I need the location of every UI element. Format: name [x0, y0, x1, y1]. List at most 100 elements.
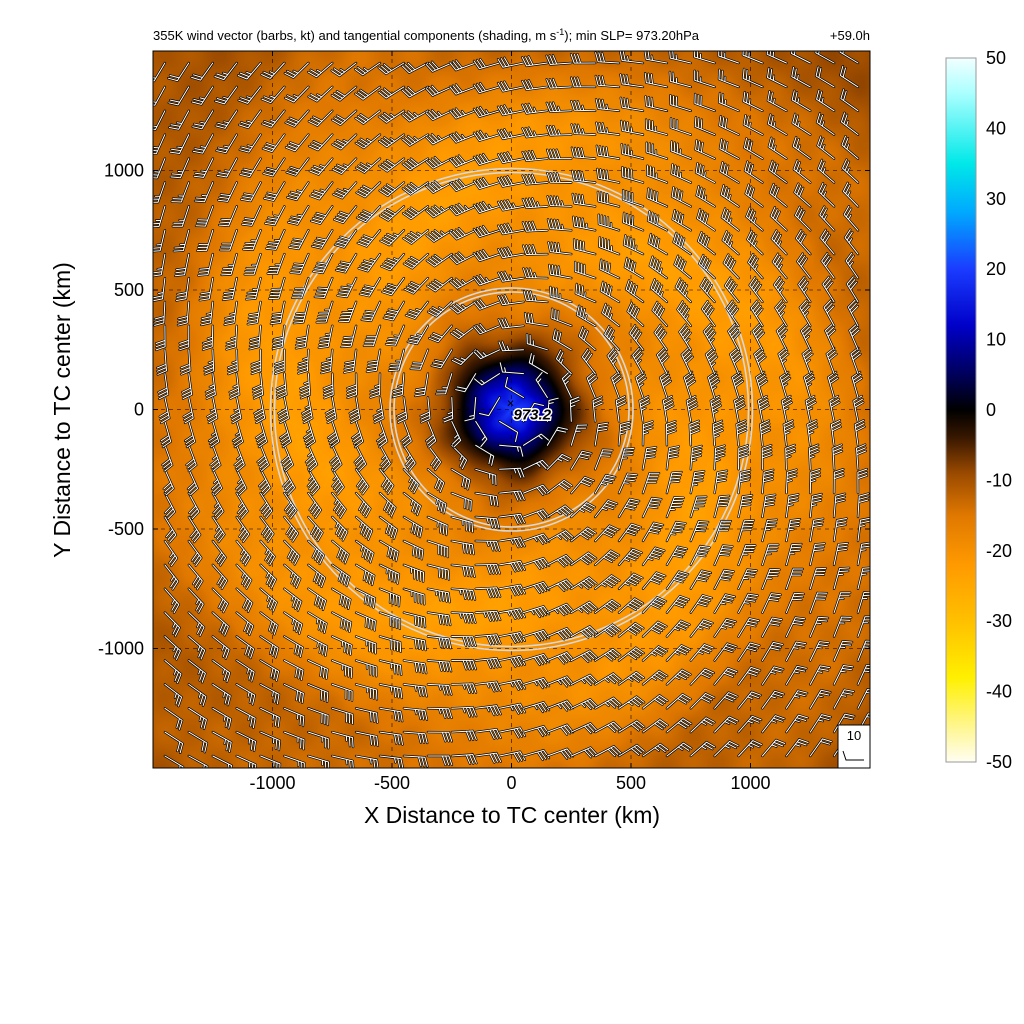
- wind-barb: [155, 325, 166, 351]
- wind-barb: [403, 253, 429, 269]
- wind-barb: [546, 748, 574, 759]
- wind-barb: [164, 588, 180, 614]
- wind-barb: [570, 650, 598, 663]
- wind-barb: [857, 591, 870, 614]
- wind-barb: [618, 573, 643, 590]
- wind-barb: [236, 731, 256, 752]
- wind-barb: [833, 640, 853, 661]
- wind-barb: [183, 397, 194, 424]
- wind-barb: [738, 494, 753, 518]
- wind-barb: [153, 134, 166, 155]
- wind-barb: [427, 588, 451, 603]
- wind-barb: [624, 257, 644, 279]
- wind-barb: [159, 397, 170, 424]
- wind-barb: [666, 446, 680, 470]
- wind-barb: [523, 557, 550, 570]
- wind-barb: [754, 347, 766, 375]
- wind-barb: [379, 731, 403, 745]
- wind-barb: [618, 548, 643, 566]
- wind-barb: [792, 113, 811, 136]
- wind-barb: [236, 755, 257, 768]
- wind-barb: [720, 161, 739, 183]
- wind-barb: [594, 673, 621, 685]
- wind-barb: [523, 509, 550, 520]
- wind-barb: [649, 256, 668, 279]
- wind-barb: [403, 660, 427, 674]
- wind-barb: [594, 474, 616, 494]
- wind-barb: [841, 135, 859, 160]
- wind-barb: [528, 353, 548, 375]
- wind-barb: [331, 564, 350, 587]
- wind-barb: [592, 396, 603, 422]
- wind-barb: [331, 540, 349, 564]
- wind-barb: [204, 349, 215, 375]
- wind-barb: [260, 564, 277, 589]
- wind-barb: [736, 420, 747, 446]
- wind-barb: [473, 58, 501, 70]
- wind-barb: [356, 205, 381, 223]
- wind-barb: [629, 324, 644, 351]
- wind-barb: [331, 731, 354, 748]
- wind-barb: [403, 492, 421, 516]
- wind-barb: [572, 193, 596, 207]
- wind-barb: [785, 568, 804, 590]
- wind-barb: [821, 252, 835, 279]
- wind-barb: [197, 253, 214, 276]
- wind-barb: [785, 690, 808, 709]
- wind-barb: [403, 564, 425, 583]
- wind-barb: [153, 205, 166, 228]
- wind-barb: [238, 86, 262, 104]
- wind-barb: [181, 373, 193, 400]
- wind-barb: [621, 143, 644, 160]
- wind-barb: [779, 371, 791, 398]
- wind-barb: [334, 229, 357, 248]
- wind-barb: [212, 660, 231, 683]
- reference-barb: [842, 750, 864, 761]
- wind-barb: [696, 185, 716, 207]
- wind-barb: [163, 468, 174, 496]
- wind-barb: [803, 371, 815, 398]
- wind-barb: [666, 496, 685, 518]
- wind-barb: [260, 731, 281, 751]
- wind-barb: [644, 51, 668, 64]
- wind-barb: [761, 666, 784, 685]
- wind-barb: [632, 347, 644, 375]
- wind-barb: [817, 159, 835, 183]
- wind-barb: [475, 681, 501, 692]
- wind-barb: [785, 444, 796, 470]
- wind-barb: [449, 60, 477, 71]
- wind-barb: [402, 158, 429, 171]
- y-tick-label: -500: [108, 519, 144, 539]
- wind-barb: [738, 469, 751, 494]
- wind-barb: [600, 281, 620, 303]
- wind-barb: [303, 420, 316, 448]
- center-marker: ×: [507, 396, 515, 411]
- wind-barb: [392, 373, 405, 398]
- wind-barb: [227, 349, 238, 375]
- wind-barb: [205, 373, 216, 400]
- wind-barb: [451, 420, 462, 448]
- wind-barb: [229, 373, 240, 399]
- wind-barb: [224, 301, 238, 326]
- wind-barb: [260, 707, 280, 728]
- wind-barb: [621, 166, 644, 183]
- wind-barb: [673, 232, 692, 255]
- wind-barb: [474, 373, 501, 386]
- wind-barb: [647, 210, 668, 231]
- wind-barb: [795, 229, 811, 255]
- wind-barb: [547, 195, 572, 207]
- wind-barb: [188, 707, 207, 730]
- wind-barb: [498, 294, 524, 306]
- wind-barb: [153, 62, 166, 82]
- wind-barb: [666, 546, 688, 566]
- wind-barb: [761, 494, 776, 518]
- wind-barb: [426, 277, 453, 292]
- wind-barb: [524, 312, 548, 327]
- wind-barb: [307, 468, 320, 495]
- wind-barb: [793, 159, 811, 183]
- wind-barb: [546, 125, 572, 136]
- wind-barb: [307, 564, 326, 588]
- wind-barb: [594, 599, 621, 614]
- wind-barb: [283, 564, 301, 588]
- wind-barb: [426, 253, 453, 267]
